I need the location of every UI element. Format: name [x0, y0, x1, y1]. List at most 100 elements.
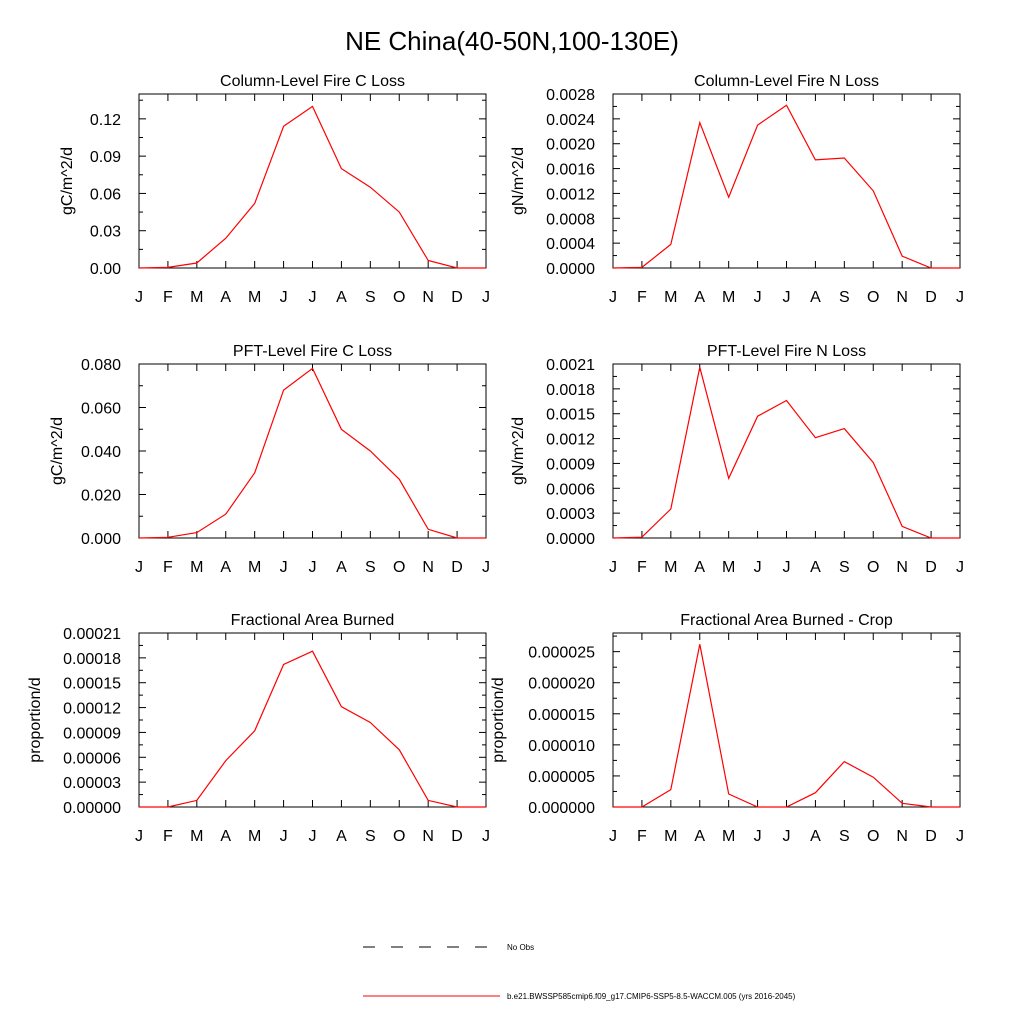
x-tick-label: J	[956, 559, 964, 576]
x-tick-label: F	[163, 559, 173, 576]
x-tick-label: O	[393, 289, 405, 306]
y-tick-label: 0.000000	[528, 800, 595, 817]
y-tick-label: 0.0015	[546, 407, 595, 424]
x-tick-label: J	[309, 828, 317, 845]
x-tick-label: J	[482, 289, 490, 306]
y-tick-label: 0.0024	[546, 112, 595, 129]
y-tick-label: 0.000025	[528, 645, 595, 662]
x-tick-label: F	[637, 828, 647, 845]
y-tick-label: 0.00	[90, 261, 121, 278]
x-tick-label: J	[280, 828, 288, 845]
series-line	[612, 367, 960, 539]
x-tick-label: M	[722, 828, 735, 845]
x-tick-label: O	[393, 828, 405, 845]
x-tick-label: A	[694, 828, 705, 845]
x-tick-label: M	[664, 289, 677, 306]
x-tick-label: M	[190, 289, 203, 306]
x-tick-label: J	[956, 289, 964, 306]
x-tick-label: M	[664, 559, 677, 576]
x-tick-label: D	[925, 289, 937, 306]
legend: No Obs b.e21.BWSSP585cmip6.f09_g17.CMIP6…	[363, 943, 796, 1001]
y-axis-label: proportion/d	[490, 677, 507, 762]
x-tick-label: M	[248, 828, 261, 845]
y-tick-label: 0.000010	[528, 738, 595, 755]
x-tick-label: J	[280, 559, 288, 576]
x-tick-label: J	[280, 289, 288, 306]
x-tick-label: J	[309, 289, 317, 306]
y-axis-label: gC/m^2/d	[49, 417, 66, 485]
y-tick-label: 0.0003	[546, 506, 595, 523]
y-tick-label: 0.00006	[63, 750, 121, 767]
chart-title: Column-Level Fire N Loss	[694, 73, 879, 90]
x-tick-label: M	[664, 828, 677, 845]
y-tick-label: 0.0020	[546, 137, 595, 154]
y-tick-label: 0.00009	[63, 725, 121, 742]
x-tick-label: S	[365, 828, 376, 845]
x-tick-label: A	[336, 559, 347, 576]
x-tick-label: O	[393, 559, 405, 576]
y-tick-label: 0.000020	[528, 676, 595, 693]
x-tick-label: N	[422, 828, 434, 845]
x-tick-label: M	[722, 289, 735, 306]
x-tick-label: F	[163, 828, 173, 845]
x-tick-label: J	[783, 828, 791, 845]
y-tick-label: 0.0004	[546, 236, 595, 253]
y-axis-label: gC/m^2/d	[59, 147, 76, 215]
x-tick-label: A	[220, 559, 231, 576]
plot-frame	[612, 363, 961, 539]
y-axis-label: gN/m^2/d	[510, 417, 527, 485]
y-tick-label: 0.020	[81, 488, 121, 505]
y-tick-label: 0.00012	[63, 701, 121, 718]
x-tick-label: J	[609, 289, 617, 306]
x-tick-label: N	[896, 828, 908, 845]
x-tick-label: D	[451, 559, 463, 576]
series-line	[139, 650, 486, 808]
y-tick-label: 0.00018	[63, 651, 121, 668]
series-line	[138, 105, 486, 269]
y-tick-label: 0.0008	[546, 211, 595, 228]
y-tick-label: 0.0000	[546, 261, 595, 278]
x-tick-label: A	[810, 559, 821, 576]
y-tick-label: 0.0009	[546, 456, 595, 473]
x-tick-label: N	[422, 559, 434, 576]
x-tick-label: M	[190, 559, 203, 576]
plot-frame	[138, 93, 487, 269]
x-tick-label: N	[896, 289, 908, 306]
x-tick-label: J	[309, 559, 317, 576]
chart-title: PFT-Level Fire C Loss	[233, 343, 392, 360]
plot-frame	[612, 93, 961, 269]
x-tick-label: A	[336, 289, 347, 306]
chart-title: PFT-Level Fire N Loss	[707, 343, 866, 360]
x-tick-label: J	[754, 828, 762, 845]
x-tick-label: M	[722, 559, 735, 576]
y-tick-label: 0.040	[81, 444, 121, 461]
y-tick-label: 0.0016	[546, 162, 595, 179]
y-tick-label: 0.00003	[63, 775, 121, 792]
y-tick-label: 0.12	[90, 112, 121, 129]
y-axis-label: proportion/d	[27, 677, 44, 762]
y-tick-label: 0.03	[90, 224, 121, 241]
x-tick-label: D	[925, 559, 937, 576]
y-tick-label: 0.000	[81, 531, 121, 548]
x-tick-label: A	[220, 828, 231, 845]
series-line	[613, 644, 960, 808]
y-axis-label: gN/m^2/d	[510, 147, 527, 215]
y-tick-label: 0.0012	[546, 186, 595, 203]
x-tick-label: M	[248, 559, 261, 576]
series-line	[612, 104, 960, 269]
x-tick-label: F	[637, 559, 647, 576]
x-tick-label: N	[896, 559, 908, 576]
y-tick-label: 0.0021	[546, 357, 595, 374]
y-tick-label: 0.0012	[546, 432, 595, 449]
x-tick-label: N	[422, 289, 434, 306]
y-tick-label: 0.0000	[546, 531, 595, 548]
x-tick-label: J	[609, 559, 617, 576]
plot-frame	[138, 363, 487, 539]
x-tick-label: J	[783, 289, 791, 306]
x-tick-label: M	[190, 828, 203, 845]
